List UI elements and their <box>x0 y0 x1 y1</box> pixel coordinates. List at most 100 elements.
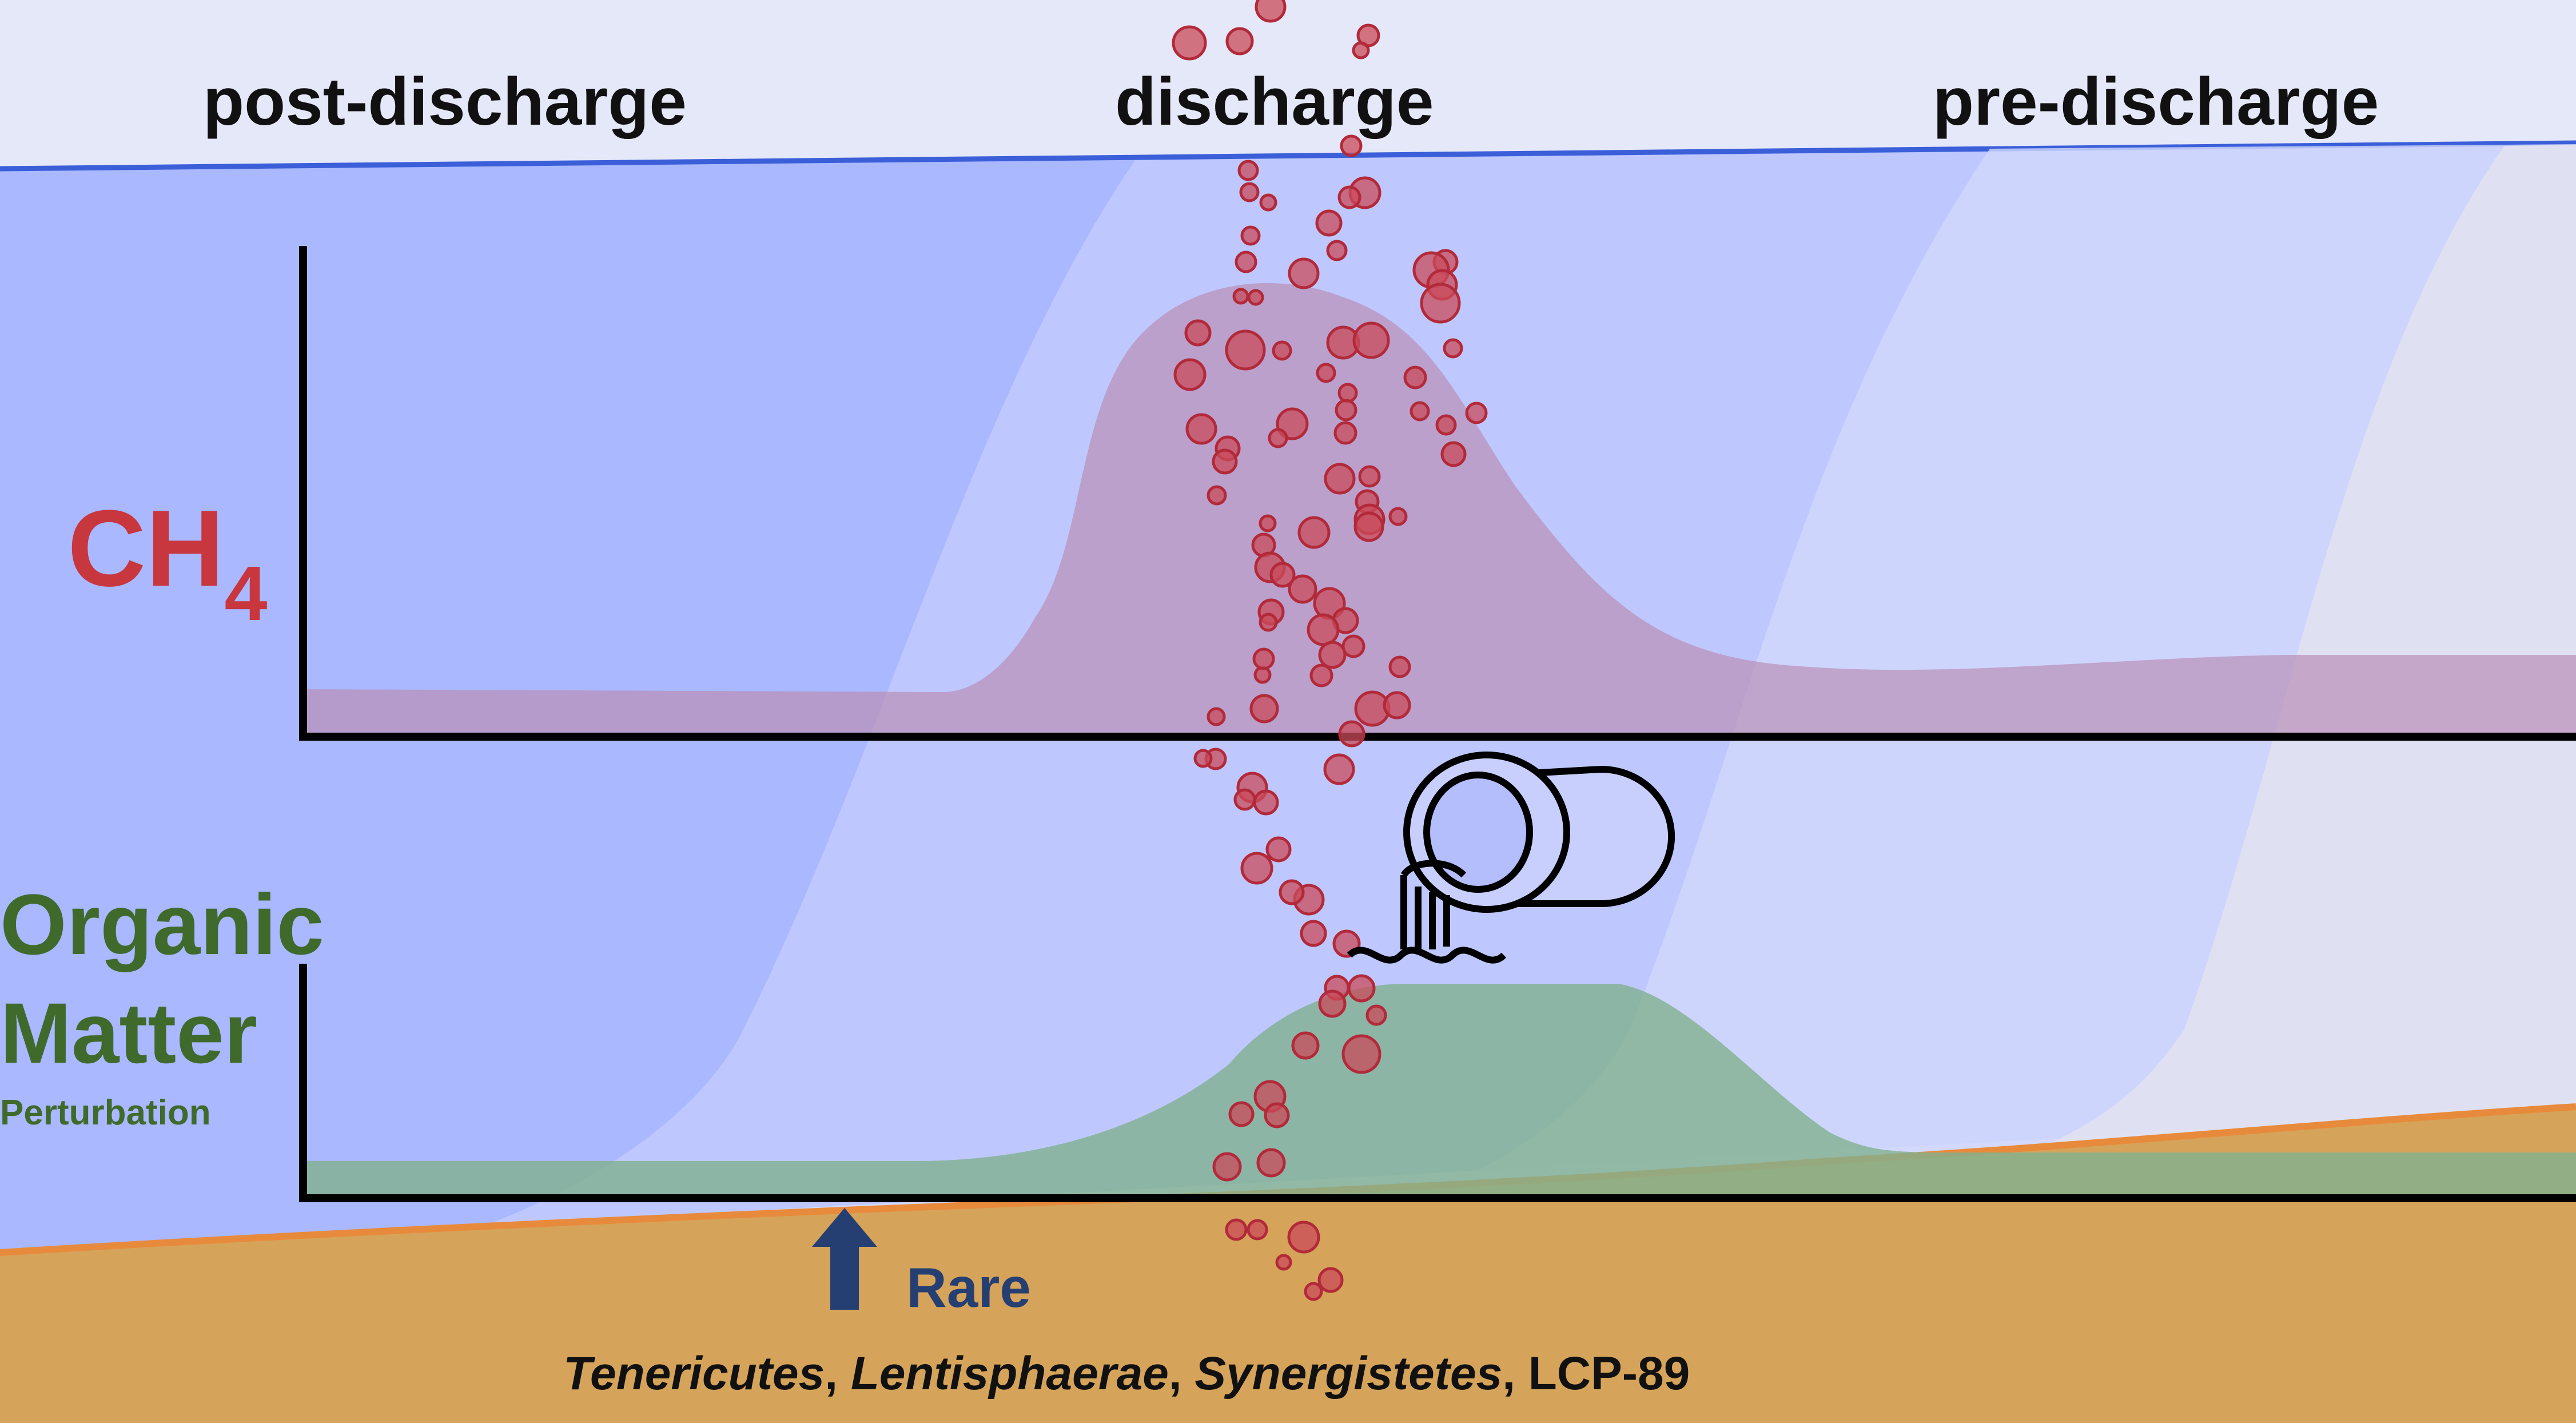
methane-bubble <box>1288 257 1320 289</box>
methane-bubble <box>1265 836 1292 862</box>
methane-bubble <box>1207 485 1227 506</box>
methane-bubble <box>1255 0 1287 23</box>
methane-bubble <box>1247 289 1264 306</box>
taxon-1: Tenericutes <box>563 1348 825 1400</box>
taxon-3: Synergistetes <box>1195 1348 1503 1400</box>
organic-matter-label-line2: Matter <box>0 985 258 1081</box>
organic-matter-label-line3: Perturbation <box>0 1093 211 1132</box>
methane-bubble <box>1388 507 1408 526</box>
organic-matter-label-line1: Organic <box>0 876 324 972</box>
methane-bubble <box>1352 321 1390 359</box>
water-surface-line <box>0 140 2576 172</box>
ch4-subscript: 4 <box>224 550 268 637</box>
methane-bubble <box>1341 1034 1381 1074</box>
methane-bubble <box>1287 1221 1320 1254</box>
ch4-axes <box>299 246 2576 741</box>
methane-bubble <box>1259 514 1277 532</box>
rare-label: Rare <box>906 1256 1031 1319</box>
methane-bubble <box>1443 338 1463 359</box>
methane-bubble <box>1440 441 1467 467</box>
methane-bubble <box>1264 1102 1290 1128</box>
discharge-pipe-icon <box>1347 752 1675 964</box>
methane-bubble <box>1337 185 1361 209</box>
methane-bubble <box>1403 365 1427 389</box>
up-arrow-icon <box>812 1208 877 1310</box>
taxa-sep: , <box>1502 1348 1528 1400</box>
methane-bubble <box>1225 329 1266 371</box>
rare-taxa-list: Tenericutes, Lentisphaerae, Synergistete… <box>563 1347 1690 1401</box>
methane-bubble <box>1269 562 1296 588</box>
methane-bubble <box>1212 448 1238 475</box>
discharge-label: discharge <box>1115 64 1434 140</box>
methane-bubble <box>1465 402 1488 424</box>
taxa-sep: , <box>825 1348 851 1400</box>
ch4-profile <box>303 283 2576 738</box>
methane-bubble <box>1420 283 1461 324</box>
methane-bubble <box>1249 694 1279 724</box>
methane-bubble <box>1323 753 1355 785</box>
methane-bubble <box>1259 193 1277 212</box>
methane-bubble <box>1247 1219 1268 1241</box>
methane-bubble <box>1315 209 1343 237</box>
taxon-4: LCP-89 <box>1528 1348 1690 1400</box>
methane-bubble <box>1232 288 1249 305</box>
methane-bubble <box>1268 428 1288 448</box>
plume-band-3 <box>1973 145 2576 1172</box>
methane-bubble <box>1212 1152 1242 1182</box>
methane-bubble <box>1297 516 1331 549</box>
methane-bubble <box>1300 920 1327 947</box>
methane-bubble <box>1324 463 1356 495</box>
methane-bubble <box>1225 27 1254 55</box>
methane-bubble <box>1228 1101 1255 1127</box>
methane-bubble <box>1335 399 1357 422</box>
methane-bubble <box>1410 401 1430 422</box>
methane-bubble <box>1173 358 1207 391</box>
methane-bubble <box>1358 465 1381 488</box>
taxon-2: Lentisphaerae <box>850 1348 1169 1400</box>
methane-bubble <box>1316 363 1336 383</box>
methane-bubble <box>1291 1031 1320 1060</box>
methane-bubble <box>1172 25 1207 61</box>
methane-bubble <box>1279 879 1305 905</box>
methane-bubble <box>1309 663 1333 687</box>
methane-bubble <box>1253 789 1279 816</box>
methane-bubble <box>1239 182 1260 202</box>
methane-bubble <box>1272 340 1292 361</box>
om-axes <box>299 964 2576 1202</box>
sky <box>0 0 2576 172</box>
methane-bubble <box>1317 1267 1344 1293</box>
methane-bubble <box>1275 1254 1292 1271</box>
methane-bubble <box>1340 134 1363 157</box>
methane-bubbles <box>1172 0 1488 1301</box>
methane-bubble <box>1207 707 1226 726</box>
methane-bubble <box>1365 1004 1387 1026</box>
methane-bubble <box>1383 691 1411 720</box>
methane-bubble <box>1185 413 1217 445</box>
methane-bubble <box>1435 414 1457 436</box>
methane-bubble <box>1225 1218 1248 1241</box>
methane-bubble <box>1333 421 1357 445</box>
methane-bubble <box>1318 989 1347 1018</box>
methane-bubble <box>1256 1148 1286 1178</box>
methane-bubble <box>1338 720 1365 748</box>
methane-bubble <box>1193 749 1213 768</box>
ch4-main: CH <box>67 488 225 609</box>
methane-bubble <box>1353 511 1384 542</box>
methane-bubble <box>1288 574 1317 604</box>
methane-bubble <box>1337 383 1358 403</box>
methane-bubble <box>1237 160 1259 181</box>
organic-matter-profile <box>303 984 2576 1195</box>
methane-bubble <box>1233 788 1256 811</box>
methane-bubble <box>1318 641 1347 669</box>
methane-bubble <box>1347 974 1376 1003</box>
methane-bubble <box>1388 655 1411 678</box>
methane-bubble <box>1341 634 1365 658</box>
methane-bubble <box>1240 225 1261 246</box>
methane-bubble <box>1304 1282 1323 1301</box>
taxa-sep: , <box>1168 1348 1195 1400</box>
methane-bubble <box>1352 41 1370 59</box>
methane-bubble <box>1184 319 1212 347</box>
methane-bubble <box>1252 647 1275 670</box>
